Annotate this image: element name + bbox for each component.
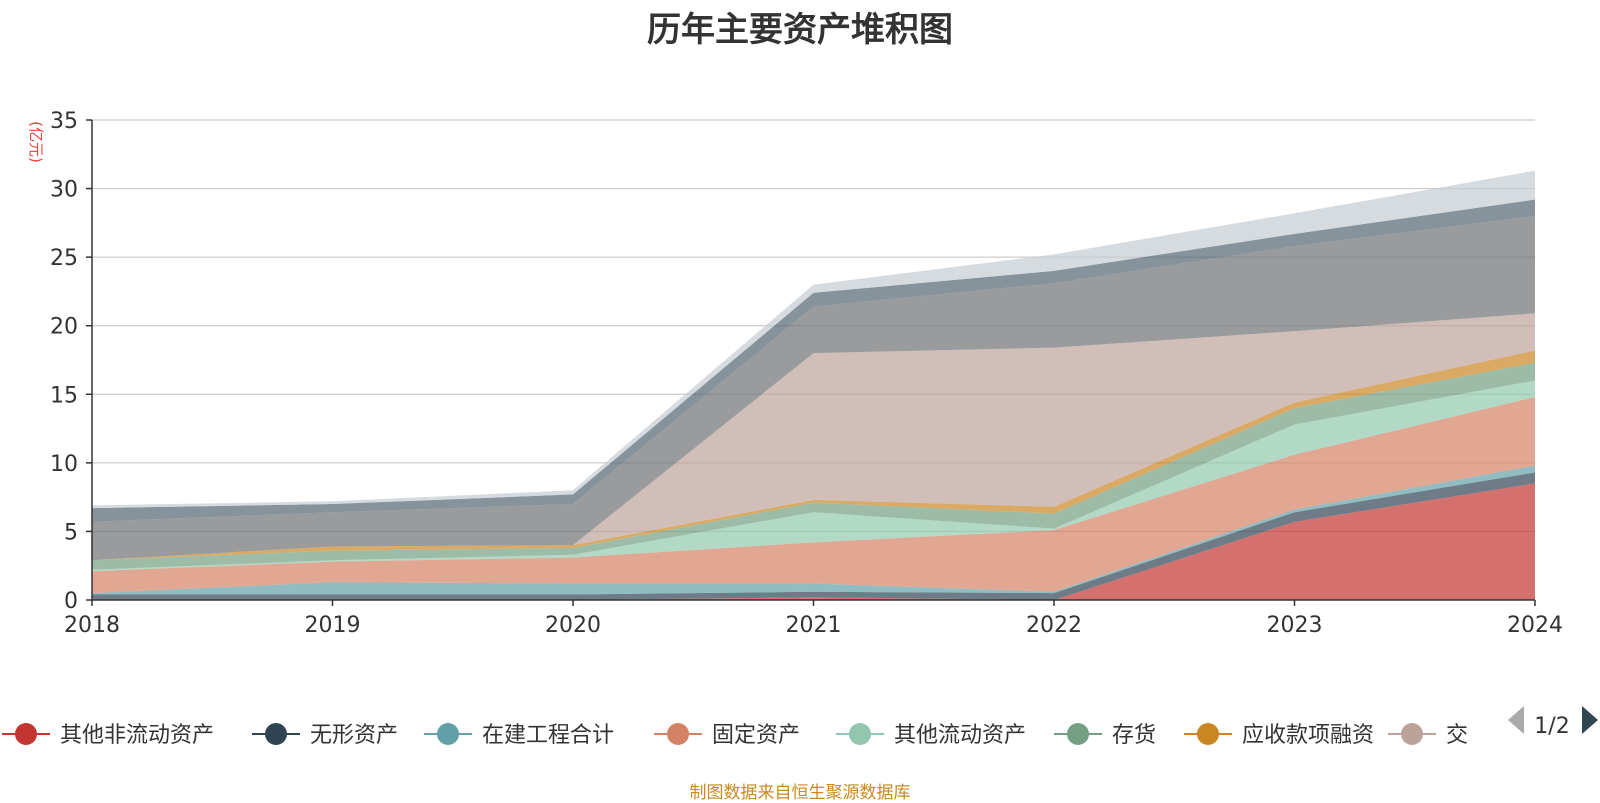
area-series-10: [92, 199, 1535, 522]
x-tick-label: 2020: [545, 613, 601, 638]
legend-label: 在建工程合计: [482, 723, 614, 748]
legend-circle-icon: [1197, 723, 1219, 745]
legend-page-indicator: 1/2: [1534, 714, 1569, 739]
legend-next-page-icon[interactable]: [1582, 706, 1598, 734]
legend-item[interactable]: 交: [1388, 723, 1468, 748]
area-series-5: [92, 380, 1535, 572]
legend: 其他非流动资产 无形资产 在建工程合计 固定资产 其他流动资产 存货 应收款项融资 交: [2, 723, 1468, 748]
x-tick-label: 2023: [1267, 613, 1323, 638]
axes: 0 5 10 15 20 25 30 35 2018 2019 2020 2021 2022 2023 20…: [50, 109, 1563, 638]
legend-item[interactable]: 无形资产: [252, 723, 398, 748]
legend-circle-icon: [1067, 723, 1089, 745]
legend-circle-icon: [667, 723, 689, 745]
legend-label: 其他流动资产: [894, 723, 1026, 748]
y-tick-label: 10: [50, 452, 78, 477]
legend-item[interactable]: 应收款项融资: [1184, 723, 1374, 748]
area-series-1: [92, 483, 1535, 600]
legend-circle-icon: [1401, 723, 1423, 745]
legend-prev-page-icon[interactable]: [1508, 706, 1524, 734]
legend-label: 交: [1446, 723, 1468, 748]
legend-item[interactable]: 其他流动资产: [836, 723, 1026, 748]
area-series-4: [92, 397, 1535, 594]
area-series-11: [92, 170, 1535, 509]
legend-circle-icon: [437, 723, 459, 745]
legend-item[interactable]: 存货: [1054, 723, 1156, 748]
legend-item[interactable]: 固定资产: [654, 723, 800, 748]
y-tick-label: 25: [50, 246, 78, 271]
x-tick-label: 2019: [305, 613, 361, 638]
area-series-9: [92, 216, 1535, 561]
legend-label: 应收款项融资: [1242, 723, 1374, 748]
x-tick-label: 2021: [786, 613, 842, 638]
x-tick-label: 2018: [64, 613, 120, 638]
legend-item[interactable]: 在建工程合计: [424, 723, 614, 748]
legend-label: 存货: [1112, 723, 1156, 748]
x-tick-label: 2024: [1507, 613, 1563, 638]
legend-label: 固定资产: [712, 723, 800, 748]
y-tick-label: 15: [50, 383, 78, 408]
legend-circle-icon: [15, 723, 37, 745]
area-series-8: [92, 313, 1535, 561]
chart-title: 历年主要资产堆积图: [647, 10, 953, 50]
legend-item[interactable]: 其他非流动资产: [2, 723, 214, 748]
y-tick-label: 35: [50, 109, 78, 134]
x-tick-label: 2022: [1026, 613, 1082, 638]
legend-label: 无形资产: [310, 723, 398, 748]
y-tick-label: 0: [64, 589, 78, 614]
y-axis-unit-label: (亿元): [27, 121, 45, 163]
data-source-note: 制图数据来自恒生聚源数据库: [689, 783, 911, 803]
area-series-layer: [92, 170, 1535, 600]
y-tick-label: 20: [50, 315, 78, 340]
y-tick-label: 5: [64, 520, 78, 545]
legend-circle-icon: [265, 723, 287, 745]
legend-label: 其他非流动资产: [60, 723, 214, 748]
area-series-2: [92, 472, 1535, 600]
y-tick-label: 30: [50, 178, 78, 203]
legend-circle-icon: [849, 723, 871, 745]
